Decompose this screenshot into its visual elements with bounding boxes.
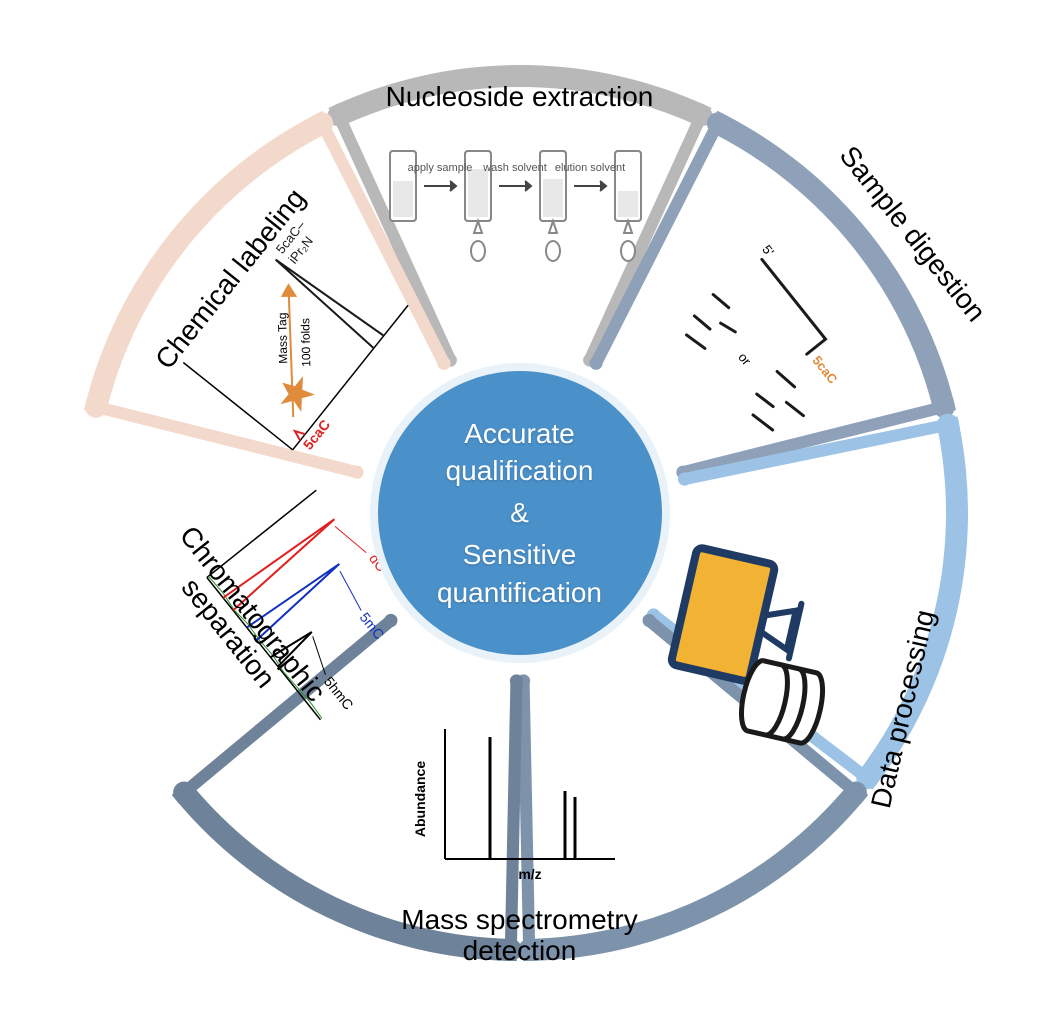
step3-label: elution solvent (554, 162, 624, 174)
label-ms: Mass spectrometry detection (340, 905, 700, 967)
5cac-tag: 5caC (809, 353, 840, 387)
arrow-label-bot: 100 folds (298, 318, 313, 367)
label-nucleoside: Nucleoside extraction (386, 81, 654, 113)
step1-label: apply sample (407, 162, 472, 174)
ms-ylabel: Abundance (412, 761, 428, 837)
label-ms-l2: detection (463, 935, 577, 966)
graphic-nucleoside: apply sample wash solvent elution solven… (370, 141, 670, 286)
step2-label: wash solvent (482, 162, 547, 174)
peak-5mC: 5mC (356, 609, 387, 642)
star-icon (271, 369, 319, 418)
center-line1: Accurate (464, 415, 575, 453)
ms-xlabel: m/z (518, 866, 541, 882)
workflow-wheel: Accurate qualification & Sensitive quant… (60, 53, 980, 973)
center-line3: Sensitive (463, 536, 577, 574)
5prime-label: 5' (759, 242, 777, 259)
ms-spectrum-svg: Abundance m/z (405, 719, 635, 889)
label-ms-l1: Mass spectrometry (401, 904, 638, 935)
or-label: or (735, 350, 754, 369)
center-line2: qualification (446, 452, 594, 490)
center-line4: quantification (437, 574, 602, 612)
center-amp: & (510, 494, 529, 532)
graphic-ms: Abundance m/z (405, 719, 635, 894)
arrow-label-top: Mass Tag (275, 312, 290, 363)
center-circle: Accurate qualification & Sensitive quant… (370, 363, 670, 663)
spe-tubes-svg: apply sample wash solvent elution solven… (370, 141, 670, 281)
